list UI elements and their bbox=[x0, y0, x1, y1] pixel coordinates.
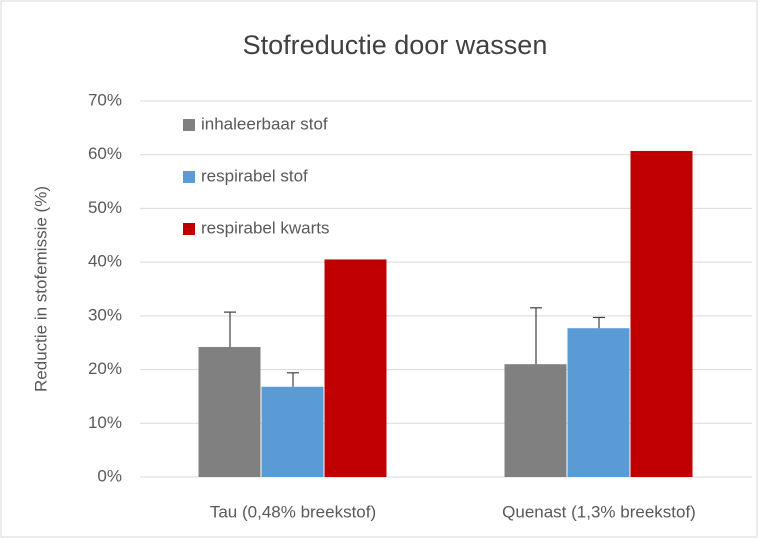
y-tick-label: 70% bbox=[88, 90, 122, 109]
error-bar bbox=[593, 316, 605, 329]
bar bbox=[261, 386, 324, 477]
legend-label: inhaleerbaar stof bbox=[201, 114, 328, 133]
y-axis-label: Reductie in stofemissie (%) bbox=[31, 186, 50, 392]
error-bar bbox=[530, 307, 542, 365]
legend-swatch bbox=[183, 119, 195, 131]
x-tick-label: Quenast (1,3% breekstof) bbox=[502, 502, 696, 521]
bar bbox=[198, 347, 261, 477]
bar bbox=[630, 150, 693, 477]
y-tick-label: 50% bbox=[88, 198, 122, 217]
y-tick-label: 60% bbox=[88, 144, 122, 163]
chart-title: Stofreductie door wassen bbox=[243, 30, 548, 60]
bar bbox=[504, 364, 567, 477]
y-tick-label: 10% bbox=[88, 413, 122, 432]
y-tick-label: 30% bbox=[88, 305, 122, 324]
error-bar bbox=[224, 311, 236, 348]
error-bar bbox=[287, 372, 299, 387]
legend-label: respirabel stof bbox=[201, 166, 308, 185]
legend-swatch bbox=[183, 223, 195, 235]
legend-swatch bbox=[183, 171, 195, 183]
y-tick-label: 20% bbox=[88, 359, 122, 378]
legend-label: respirabel kwarts bbox=[201, 218, 330, 237]
bar bbox=[567, 328, 630, 477]
bar bbox=[324, 259, 387, 477]
y-tick-label: 40% bbox=[88, 252, 122, 271]
y-tick-label: 0% bbox=[97, 466, 122, 485]
x-tick-label: Tau (0,48% breekstof) bbox=[210, 502, 376, 521]
